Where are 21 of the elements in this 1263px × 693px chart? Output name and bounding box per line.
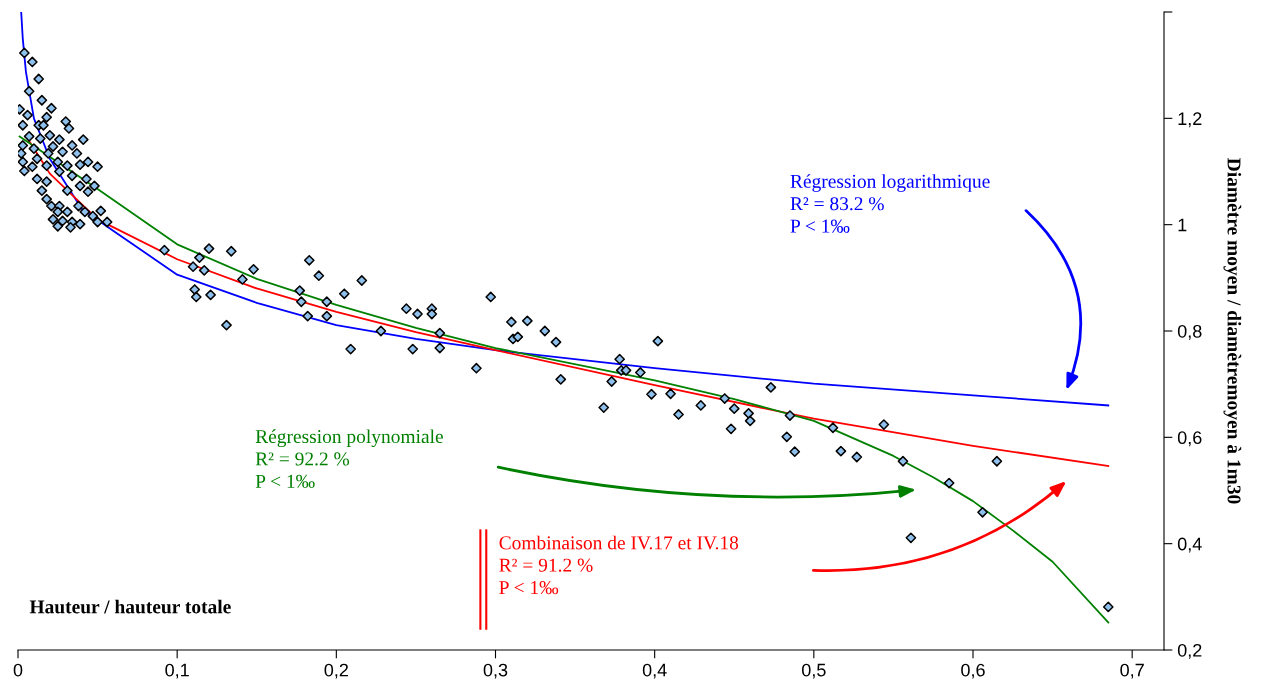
y-tick-label: 0,2 bbox=[1177, 643, 1202, 659]
annotation: Régression logarithmique R² = 83.2 % P < 1‰ bbox=[790, 174, 990, 233]
line-series bbox=[20, 12, 1110, 407]
y-tick-label: 0,4 bbox=[1177, 537, 1202, 553]
x-tick-label: 0,4 bbox=[642, 663, 667, 679]
annotation: Régression polynomiale R² = 92.2 % P < 1‰ bbox=[255, 429, 443, 488]
x-tick-label: 0,2 bbox=[324, 663, 348, 679]
x-axis-title: Hauteur / hauteur totale bbox=[29, 599, 231, 614]
x-tick-label: 0,6 bbox=[961, 663, 985, 679]
y-tick-label: 0,6 bbox=[1177, 431, 1202, 447]
x-tick-label: 0,3 bbox=[483, 663, 508, 679]
x-tick-label: 0 bbox=[13, 663, 23, 677]
y-tick-label: 1 bbox=[1178, 218, 1187, 232]
line-series bbox=[18, 135, 1110, 624]
x-tick-label: 0,5 bbox=[801, 663, 826, 679]
y-tick-label: 1,2 bbox=[1178, 112, 1202, 128]
x-tick-label: 0,7 bbox=[1120, 663, 1144, 679]
annotation: Combinaison de IV.17 et IV.18 R² = 91.2 % P < 1‰ bbox=[499, 535, 739, 595]
y-axis-title: Diamètre moyen / diamètremoyen à 1m30 bbox=[1223, 158, 1242, 504]
x-tick-label: 0,1 bbox=[165, 663, 189, 679]
y-tick-label: 0,8 bbox=[1177, 324, 1202, 340]
